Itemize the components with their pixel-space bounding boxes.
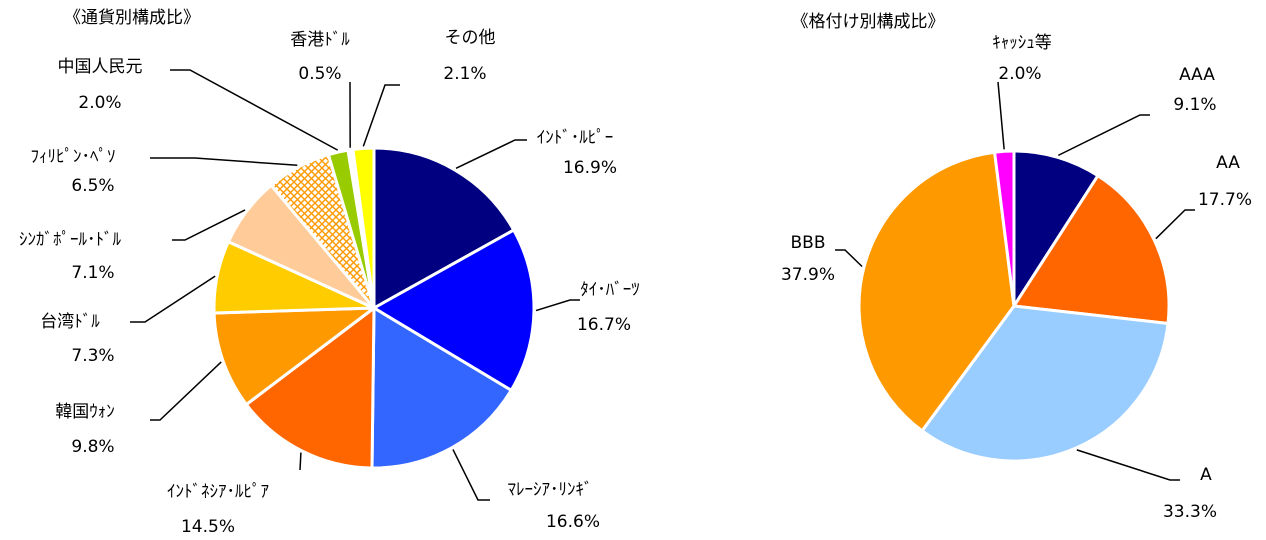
- leader-line: [1155, 209, 1195, 240]
- value-label: 6.5%: [71, 176, 114, 196]
- pie-slice: [1012, 149, 1100, 312]
- pie-slice: [992, 149, 1016, 307]
- value-label: 7.1%: [71, 263, 114, 283]
- slice-label: 中国人民元: [58, 57, 143, 77]
- value-label: 9.8%: [71, 437, 114, 457]
- slice-label: ｼﾝｶﾞﾎﾟｰﾙ･ﾄﾞﾙ: [19, 230, 121, 250]
- leader-line: [997, 81, 1005, 150]
- leader-line: [452, 449, 490, 501]
- leader-line: [150, 157, 298, 167]
- value-label: 14.5%: [181, 517, 235, 537]
- pie-slice: [857, 150, 1016, 433]
- leader-line: [170, 69, 339, 151]
- slice-label: ﾀｲ･ﾊﾞｰﾂ: [580, 280, 640, 300]
- slice-label: BBB: [791, 233, 826, 253]
- leader-line: [150, 361, 222, 421]
- value-label: 16.9%: [563, 158, 617, 178]
- slice-label: ｷｬｯｼｭ等: [992, 33, 1052, 53]
- value-label: 17.7%: [1198, 190, 1252, 210]
- slice-label: ｲﾝﾄﾞ･ﾙﾋﾟｰ: [537, 128, 614, 148]
- leader-line: [535, 299, 580, 312]
- slice-label: 台湾ﾄﾞﾙ: [40, 312, 100, 332]
- value-label: 0.5%: [298, 64, 341, 84]
- pie-slice: [351, 146, 376, 309]
- value-label: 2.0%: [78, 93, 121, 113]
- leader-line: [130, 275, 216, 323]
- chart-title: 《格付け別構成比》: [792, 12, 945, 32]
- value-label: 37.9%: [781, 265, 835, 285]
- leader-line: [1057, 114, 1150, 157]
- slice-label: ﾏﾚｰｼｱ･ﾘﾝｷﾞ: [508, 480, 593, 500]
- pie-slice: [370, 305, 514, 470]
- pie-slice: [372, 146, 516, 311]
- pie-slice: [920, 304, 1170, 463]
- slice-label: ｲﾝﾄﾞﾈｼｱ･ﾙﾋﾟｱ: [167, 482, 269, 502]
- value-label: 2.0%: [998, 64, 1041, 84]
- slice-label: ﾌｨﾘﾋﾟﾝ･ﾍﾟｿ: [31, 147, 116, 167]
- pie-slice: [244, 304, 376, 470]
- pie-slice: [1011, 173, 1171, 326]
- slice-label: 香港ﾄﾞﾙ: [290, 30, 350, 50]
- value-label: 16.7%: [577, 315, 631, 335]
- slice-label: AAA: [1179, 65, 1215, 85]
- leader-line: [172, 209, 246, 241]
- value-label: 7.3%: [71, 346, 114, 366]
- leader-line: [835, 249, 863, 268]
- pie-slice: [212, 306, 379, 407]
- pie-slice: [371, 227, 536, 393]
- slice-label: 韓国ｳｫﾝ: [55, 402, 115, 422]
- value-label: 2.1%: [443, 64, 486, 84]
- value-label: 9.1%: [1173, 95, 1216, 115]
- leader-line: [299, 452, 302, 471]
- value-label: 16.6%: [546, 512, 600, 532]
- slice-label: A: [1200, 465, 1212, 485]
- leader-line: [1076, 449, 1180, 481]
- leader-line: [455, 139, 527, 169]
- chart-title: 《通貨別構成比》: [64, 8, 200, 28]
- value-label: 33.3%: [1163, 502, 1217, 522]
- leader-line: [362, 84, 400, 147]
- slice-label: AA: [1216, 153, 1240, 173]
- slice-label: その他: [445, 28, 496, 48]
